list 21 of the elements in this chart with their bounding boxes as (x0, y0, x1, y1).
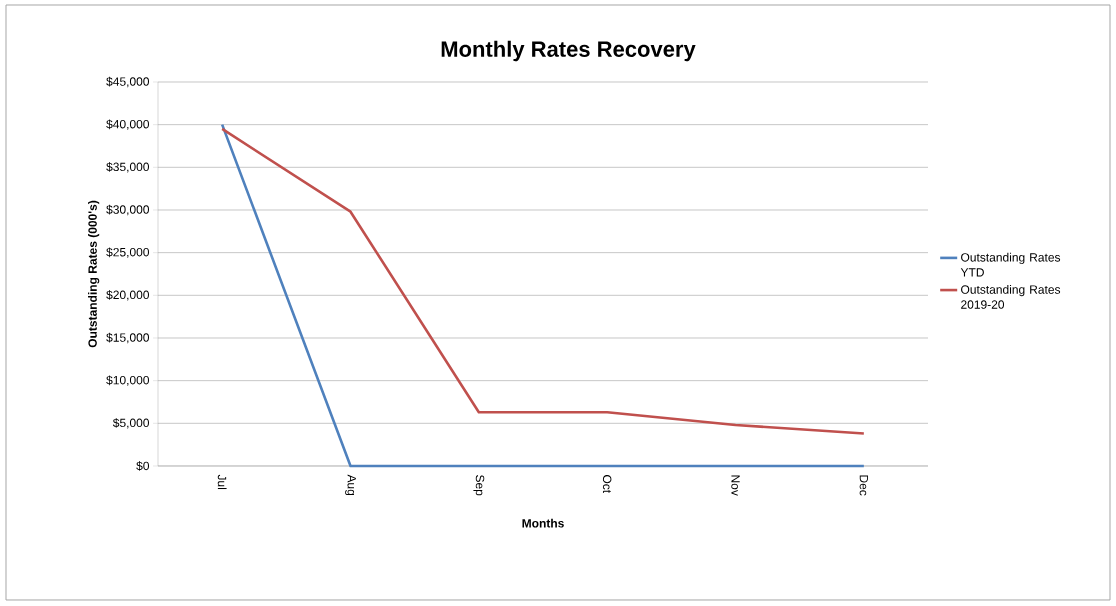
y-tick-label: $30,000 (106, 204, 150, 216)
y-tick-label: $10,000 (106, 375, 150, 386)
y-tick-label: $5,000 (112, 418, 150, 429)
y-tick-label: $35,000 (106, 162, 150, 173)
x-tick-label: Nov (731, 475, 740, 496)
legend-label: Outstanding Rates YTD (960, 252, 1061, 277)
y-axis-title: Outstanding Rates (000's) (88, 200, 100, 348)
x-tick-label: Dec (859, 475, 869, 496)
x-tick-label: Jul (217, 474, 227, 490)
x-tick-label: Sep (473, 475, 485, 496)
y-tick-label: $45,000 (106, 76, 150, 88)
legend-label: Outstanding Rates 2019-20 (961, 284, 1061, 309)
y-tick-label: $15,000 (106, 332, 150, 344)
x-tick-label: Aug (345, 474, 356, 496)
chart-title: Monthly Rates Recovery (441, 40, 696, 62)
y-tick-label: $0 (136, 461, 150, 471)
x-tick-label: Oct (602, 475, 612, 494)
y-tick-label: $40,000 (106, 119, 150, 130)
x-axis-title: Months (522, 518, 564, 528)
y-tick-label: $20,000 (106, 290, 150, 301)
y-tick-label: $25,000 (106, 247, 150, 258)
